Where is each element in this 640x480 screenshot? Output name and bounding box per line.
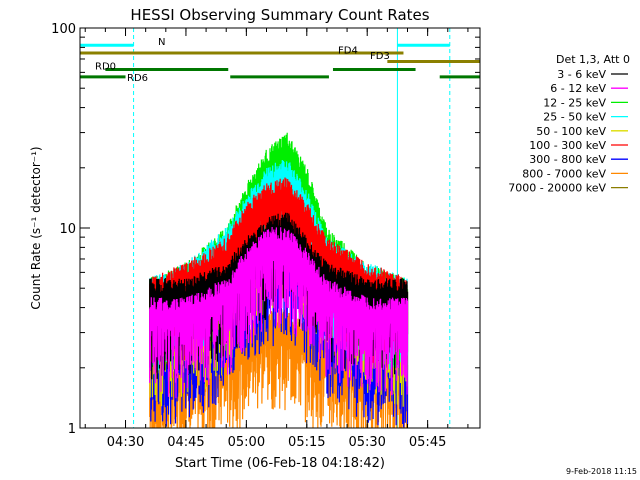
legend-entry-label: 6 - 12 keV: [550, 82, 606, 95]
x-tick-label: 05:45: [409, 435, 446, 450]
footer-timestamp: 9-Feb-2018 11:15: [566, 467, 637, 476]
x-tick-label: 05:15: [288, 435, 325, 450]
y-tick-label: 10: [59, 222, 76, 237]
flag-label-n: N: [158, 37, 165, 48]
chart-title: HESSI Observing Summary Count Rates: [130, 6, 429, 24]
x-axis-label: Start Time (06-Feb-18 04:18:42): [175, 456, 385, 471]
y-tick-label: 1: [68, 422, 76, 437]
legend-entry-label: 7000 - 20000 keV: [508, 182, 606, 195]
y-axis-label: Count Rate (s⁻¹ detector⁻¹): [29, 146, 43, 309]
x-tick-label: 05:30: [348, 435, 385, 450]
flag-label-fd3: FD3: [370, 51, 390, 62]
legend-entry-label: 50 - 100 keV: [536, 125, 606, 138]
flag-label-fd4: FD4: [338, 45, 358, 56]
data-layer: [79, 28, 451, 429]
legend-entry-label: 12 - 25 keV: [543, 96, 606, 109]
series-6-12-kev: [149, 226, 409, 399]
series-trace: [149, 226, 409, 399]
y-tick-label: 100: [51, 22, 76, 37]
y-ticks: 1 10 100: [51, 22, 480, 437]
legend-entry-label: 100 - 300 keV: [529, 139, 606, 152]
flag-label-rd6: RD6: [127, 73, 148, 84]
legend-entry-label: 25 - 50 keV: [543, 111, 606, 124]
legend-entry-label: 800 - 7000 keV: [522, 167, 606, 180]
x-tick-label: 04:45: [167, 435, 204, 450]
legend-entry-label: 300 - 800 keV: [529, 153, 606, 166]
legend-entry-label: 3 - 6 keV: [557, 68, 606, 81]
axes: 04:30 04:45 05:00 05:15 05:30 05:45 1 10 100: [51, 22, 480, 450]
legend-header: Det 1,3, Att 0: [556, 53, 630, 66]
x-tick-label: 04:30: [107, 435, 144, 450]
x-tick-label: 05:00: [228, 435, 265, 450]
flag-label-rd0: RD0: [95, 62, 116, 73]
instrument-flags: N FD3 FD4 RD0 RD6: [80, 37, 480, 84]
x-ticks: 04:30 04:45 05:00 05:15 05:30 05:45: [84, 28, 469, 450]
